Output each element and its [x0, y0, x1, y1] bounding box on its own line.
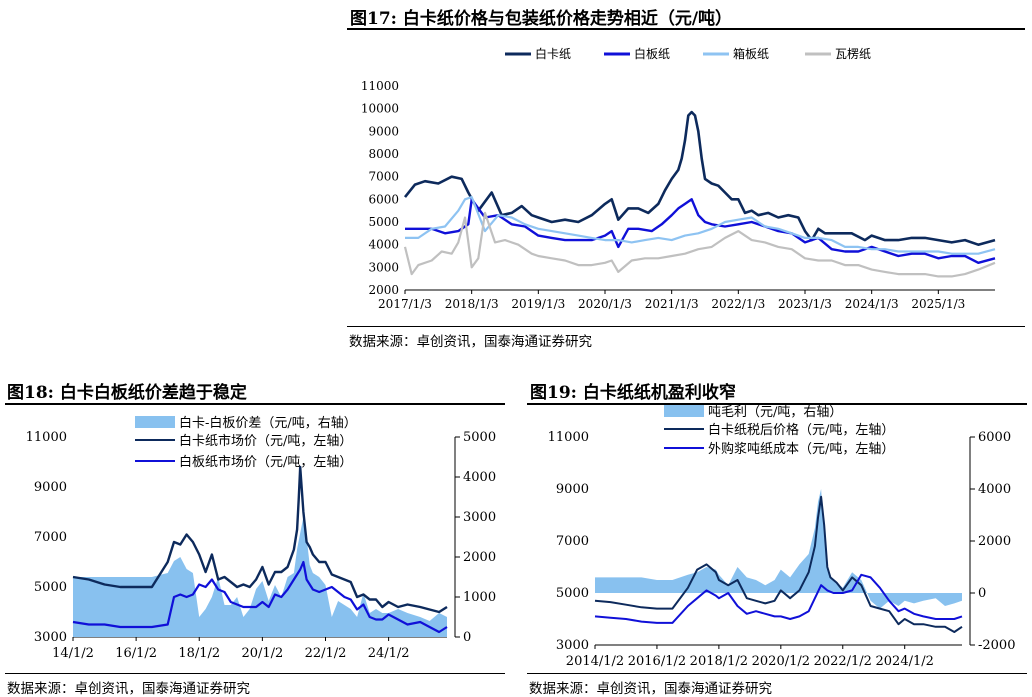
fig18-series-line-2 [72, 560, 448, 634]
fig19-legend-label-2: 外购浆吨纸成本（元/吨，左轴） [708, 441, 894, 457]
fig19-xtick-label: 2022/1/2 [814, 654, 872, 669]
fig18-ytick-right-label: 3000 [463, 510, 496, 525]
fig17-title-rule [347, 28, 1025, 30]
fig17-series-line-2 [405, 196, 996, 255]
fig17-series-line-3 [403, 211, 996, 278]
fig19-ytick-left-label: 3000 [556, 638, 589, 653]
fig19-xtick-label: 2018/1/2 [690, 654, 748, 669]
fig19-series-area-0 [595, 489, 962, 609]
fig18-xtick-label: 14/1/2 [52, 646, 94, 661]
fig19-ytick-left-label: 7000 [556, 534, 589, 549]
fig18-ytick-left-label: 9000 [34, 480, 67, 495]
fig18-xtick-label: 16/1/2 [115, 646, 157, 661]
fig18-source-rule [5, 673, 505, 674]
fig17-xtick-label: 2019/1/3 [511, 297, 565, 311]
fig17-xtick-label: 2024/1/3 [845, 297, 899, 311]
fig18-ytick-right-label: 5000 [463, 430, 496, 445]
fig18-ytick-left-label: 5000 [34, 580, 67, 595]
fig18-ytick-left-label: 11000 [26, 430, 67, 445]
fig19-series-line-1 [594, 495, 963, 633]
fig18-xtick-label: 22/1/2 [305, 646, 347, 661]
fig17-series-line-1 [405, 198, 996, 264]
fig18-legend-label-2: 白板纸市场价（元/吨，左轴） [179, 454, 352, 470]
fig17-ytick-left-label: 9000 [368, 124, 399, 138]
fig18-legend-label-1: 白卡纸市场价（元/吨，左轴） [179, 433, 352, 449]
fig17-xtick-label: 2020/1/3 [578, 297, 632, 311]
fig18-ytick-right-label: 4000 [463, 470, 496, 485]
fig17-xtick-label: 2021/1/3 [645, 297, 699, 311]
fig18-legend-label-0: 白卡-白板价差（元/吨，右轴） [179, 415, 357, 431]
fig18-xtick-label: 20/1/2 [241, 646, 283, 661]
fig19-title-rule [527, 403, 1027, 405]
fig18-ytick-left-label: 3000 [34, 630, 67, 645]
fig17-legend-label-3: 瓦楞纸 [835, 46, 871, 61]
fig19-ytick-left-label: 5000 [556, 586, 589, 601]
fig19-legend-swatch-0 [664, 405, 704, 417]
fig19-ytick-right-label: 4000 [978, 482, 1011, 497]
fig19-xtick-label: 2020/1/2 [752, 654, 810, 669]
fig18-series-line-1 [72, 465, 448, 614]
fig18-title: 图18: 白卡白板纸价差趋于稳定 [7, 383, 247, 403]
fig17-xtick-label: 2023/1/3 [778, 297, 832, 311]
fig17-xtick-label: 2025/1/3 [911, 297, 965, 311]
fig19-ytick-right-label: 0 [978, 586, 986, 601]
fig17-ytick-left-label: 7000 [368, 170, 399, 184]
fig17-legend-label-2: 箱板纸 [733, 46, 769, 61]
fig19-legend-label-0: 吨毛利（元/吨，右轴） [708, 405, 842, 420]
fig17-xtick-label: 2022/1/3 [711, 297, 765, 311]
fig19-xtick-label: 2014/1/2 [566, 654, 624, 669]
fig17-ytick-left-label: 3000 [368, 260, 399, 274]
fig19-source-rule [527, 673, 1027, 674]
fig18-xtick-label: 18/1/2 [178, 646, 220, 661]
fig19-series-line-2 [594, 573, 963, 624]
fig19-xtick-label: 2024/1/2 [876, 654, 934, 669]
fig18-ytick-right-label: 2000 [463, 550, 496, 565]
fig18-ytick-right-label: 0 [463, 630, 471, 645]
fig18-title-rule [5, 403, 505, 405]
fig18-ytick-left-label: 7000 [34, 530, 67, 545]
fig17-ytick-left-label: 6000 [368, 192, 399, 206]
fig17-legend-label-0: 白卡纸 [535, 46, 571, 61]
fig17-xtick-label: 2017/1/3 [378, 297, 432, 311]
fig19-ytick-right-label: 2000 [978, 534, 1011, 549]
fig17-ytick-left-label: 8000 [368, 147, 399, 161]
fig17-series-line-0 [403, 110, 996, 246]
fig19-legend-label-1: 白卡纸税后价格（元/吨，左轴） [708, 422, 894, 438]
fig17-source-rule [347, 326, 1025, 327]
fig18-ytick-right-label: 1000 [463, 590, 496, 605]
fig17-ytick-left-label: 5000 [368, 215, 399, 229]
fig18-source: 数据来源：卓创资讯，国泰海通证券研究 [7, 681, 250, 697]
fig17-ytick-left-label: 11000 [361, 79, 399, 93]
fig19-ytick-right-label: -2000 [978, 638, 1015, 653]
fig17-title: 图17: 白卡纸价格与包装纸价格走势相近（元/吨） [350, 9, 733, 29]
fig17-source: 数据来源：卓创资讯，国泰海通证券研究 [349, 334, 592, 350]
fig19-ytick-left-label: 9000 [556, 482, 589, 497]
fig17-ytick-left-label: 2000 [368, 283, 399, 297]
fig18-xtick-label: 24/1/2 [368, 646, 410, 661]
fig19-title: 图19: 白卡纸纸机盈利收窄 [530, 383, 736, 403]
fig19-xtick-label: 2016/1/2 [628, 654, 686, 669]
fig19-source: 数据来源：卓创资讯，国泰海通证券研究 [529, 681, 772, 697]
fig17-ytick-left-label: 10000 [361, 102, 399, 116]
fig19-ytick-right-label: 6000 [978, 430, 1011, 445]
fig18-legend-swatch-0 [135, 416, 175, 428]
fig17-xtick-label: 2018/1/3 [445, 297, 499, 311]
fig17-ytick-left-label: 4000 [368, 238, 399, 252]
fig17-legend-label-1: 白板纸 [634, 46, 670, 61]
fig18-series-area-0 [73, 517, 447, 637]
fig19-ytick-left-label: 11000 [548, 430, 589, 445]
